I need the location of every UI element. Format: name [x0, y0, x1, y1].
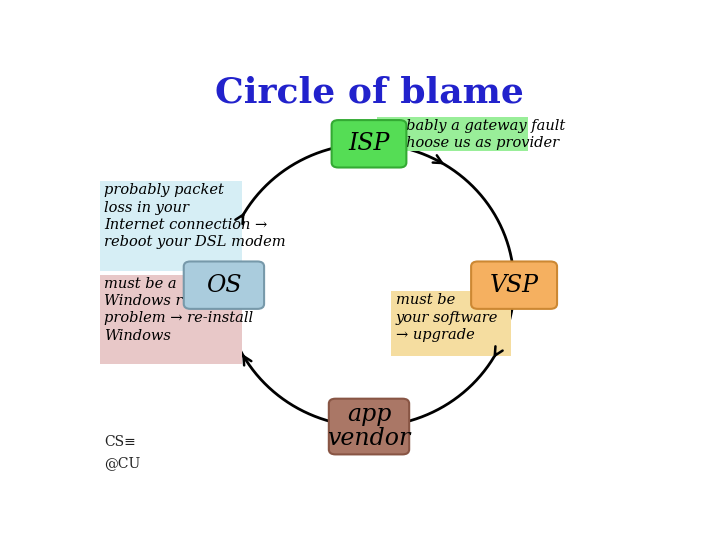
Text: CS≡: CS≡: [104, 435, 135, 449]
Text: ISP: ISP: [348, 132, 390, 156]
FancyBboxPatch shape: [329, 399, 409, 454]
Text: OS: OS: [206, 274, 242, 296]
FancyBboxPatch shape: [471, 261, 557, 309]
Text: Circle of blame: Circle of blame: [215, 75, 523, 109]
Text: probably packet
loss in your
Internet connection →
reboot your DSL modem: probably packet loss in your Internet co…: [104, 183, 286, 249]
Text: app
vendor: app vendor: [328, 403, 410, 450]
Text: probably a gateway fault
→ choose us as provider: probably a gateway fault → choose us as …: [382, 119, 565, 150]
Text: VSP: VSP: [490, 274, 539, 296]
FancyBboxPatch shape: [184, 261, 264, 309]
FancyBboxPatch shape: [332, 120, 406, 167]
Text: @CU: @CU: [104, 456, 140, 470]
Text: must be
your software
→ upgrade: must be your software → upgrade: [396, 294, 498, 342]
Text: must be a
Windows registry
problem → re-install
Windows: must be a Windows registry problem → re-…: [104, 277, 253, 343]
FancyBboxPatch shape: [100, 181, 243, 271]
FancyBboxPatch shape: [100, 275, 243, 364]
FancyBboxPatch shape: [377, 117, 528, 151]
FancyBboxPatch shape: [392, 292, 511, 356]
